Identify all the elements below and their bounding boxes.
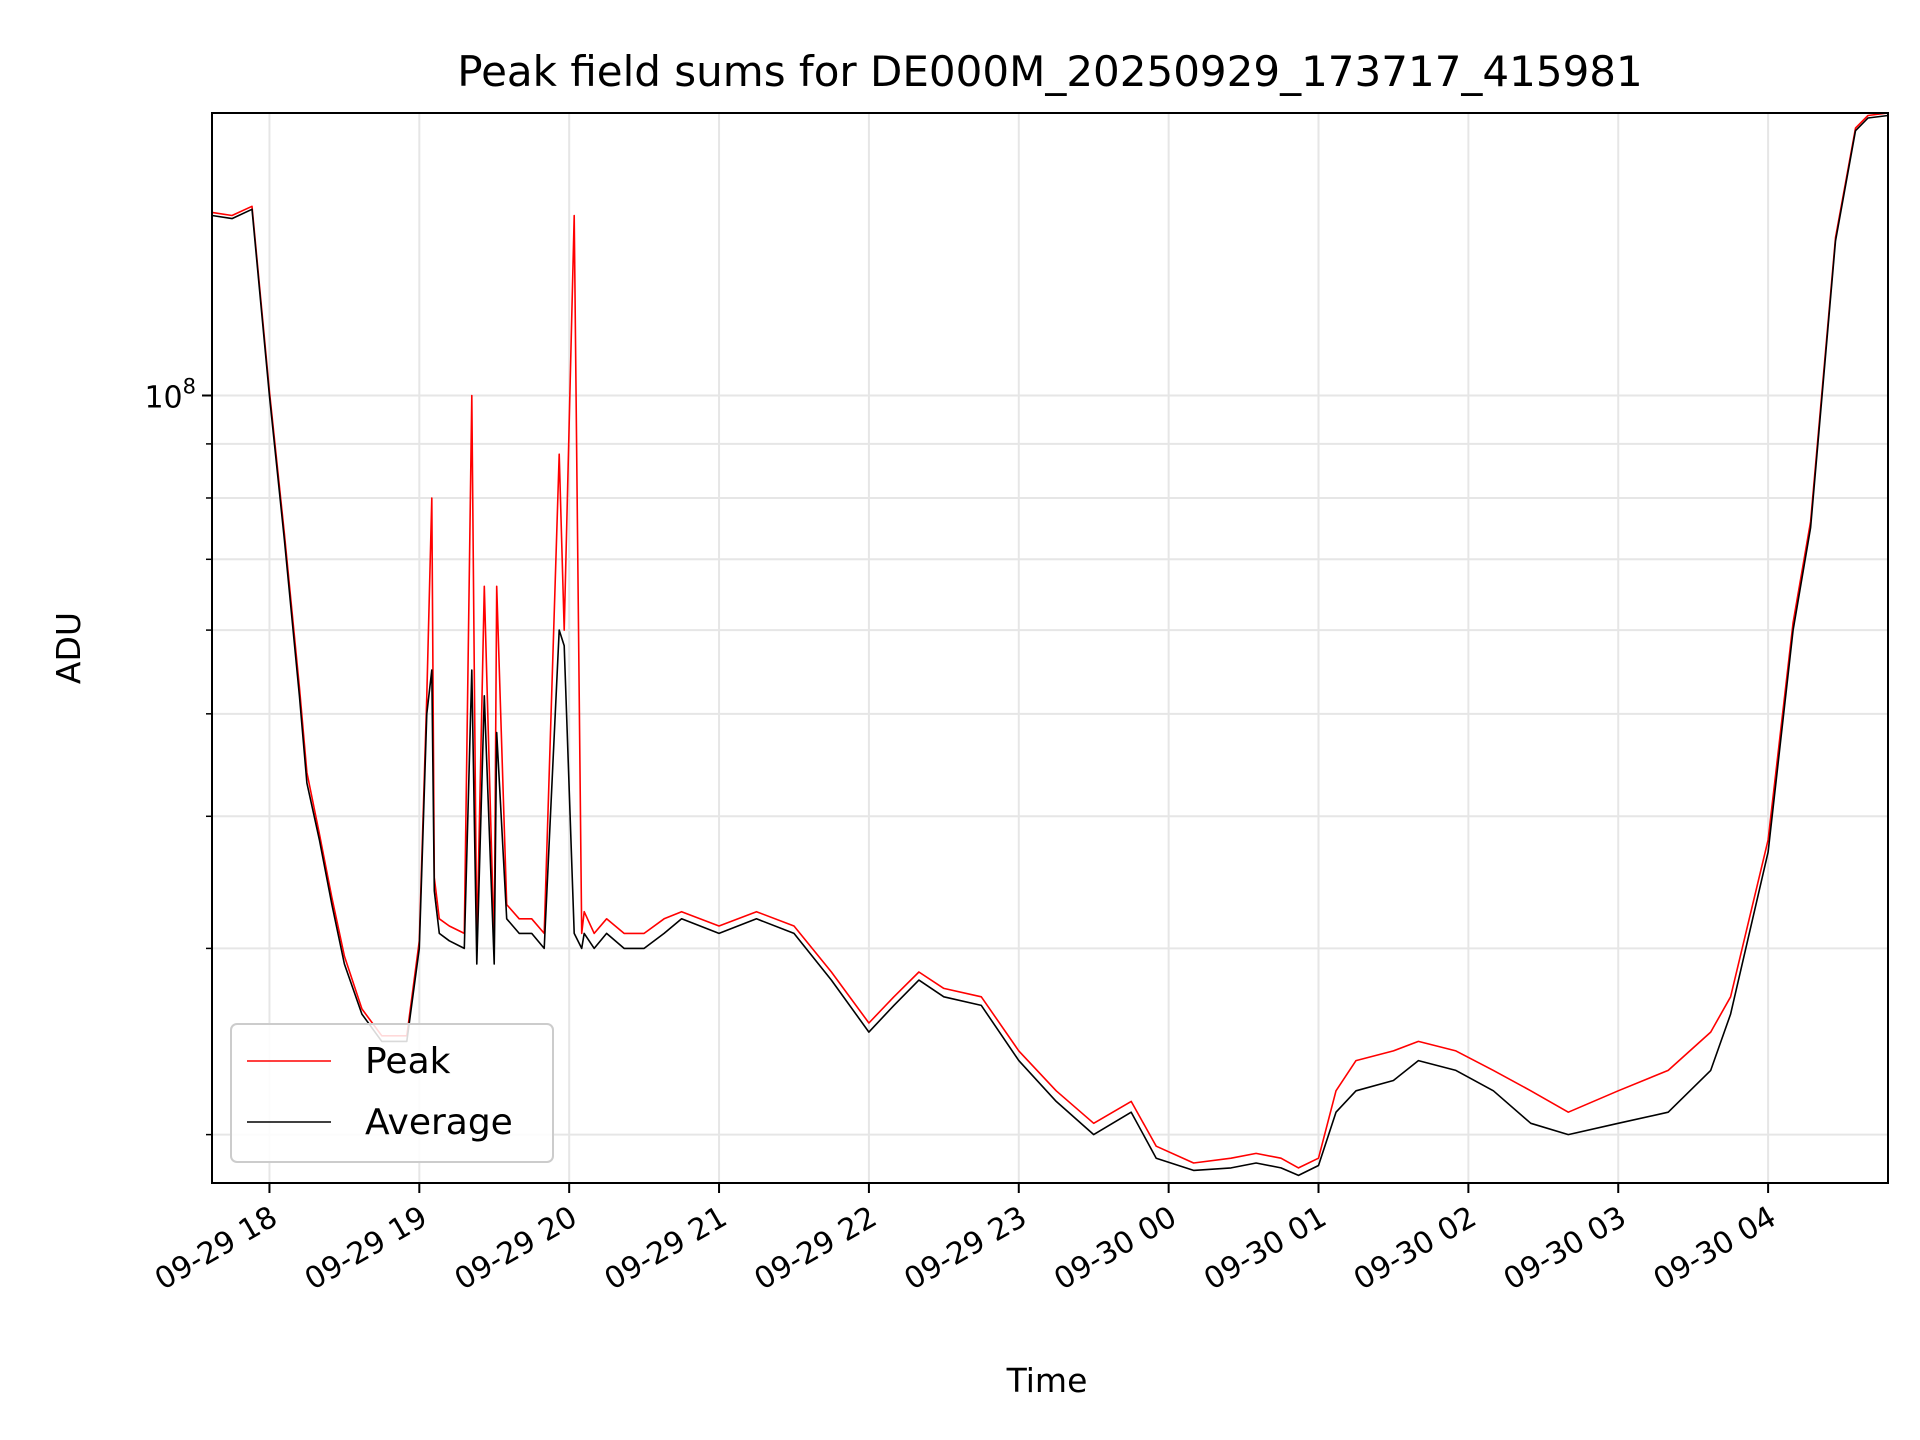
- series-line-average: [211, 114, 1889, 1177]
- chart-title: Peak field sums for DE000M_20250929_1737…: [457, 47, 1643, 96]
- y-axis-label: ADU: [49, 612, 88, 684]
- y-tick-label: 108: [144, 375, 196, 416]
- legend-box: [230, 1023, 554, 1163]
- legend-label-peak: Peak: [365, 1041, 451, 1082]
- x-axis-label: Time: [1006, 1361, 1088, 1400]
- legend-label-average: Average: [365, 1102, 513, 1143]
- series-layer: [211, 112, 1889, 1177]
- plot-frame: [211, 112, 1889, 1184]
- legend: Peak Average: [230, 1023, 554, 1163]
- y-axis: 108: [144, 375, 212, 1136]
